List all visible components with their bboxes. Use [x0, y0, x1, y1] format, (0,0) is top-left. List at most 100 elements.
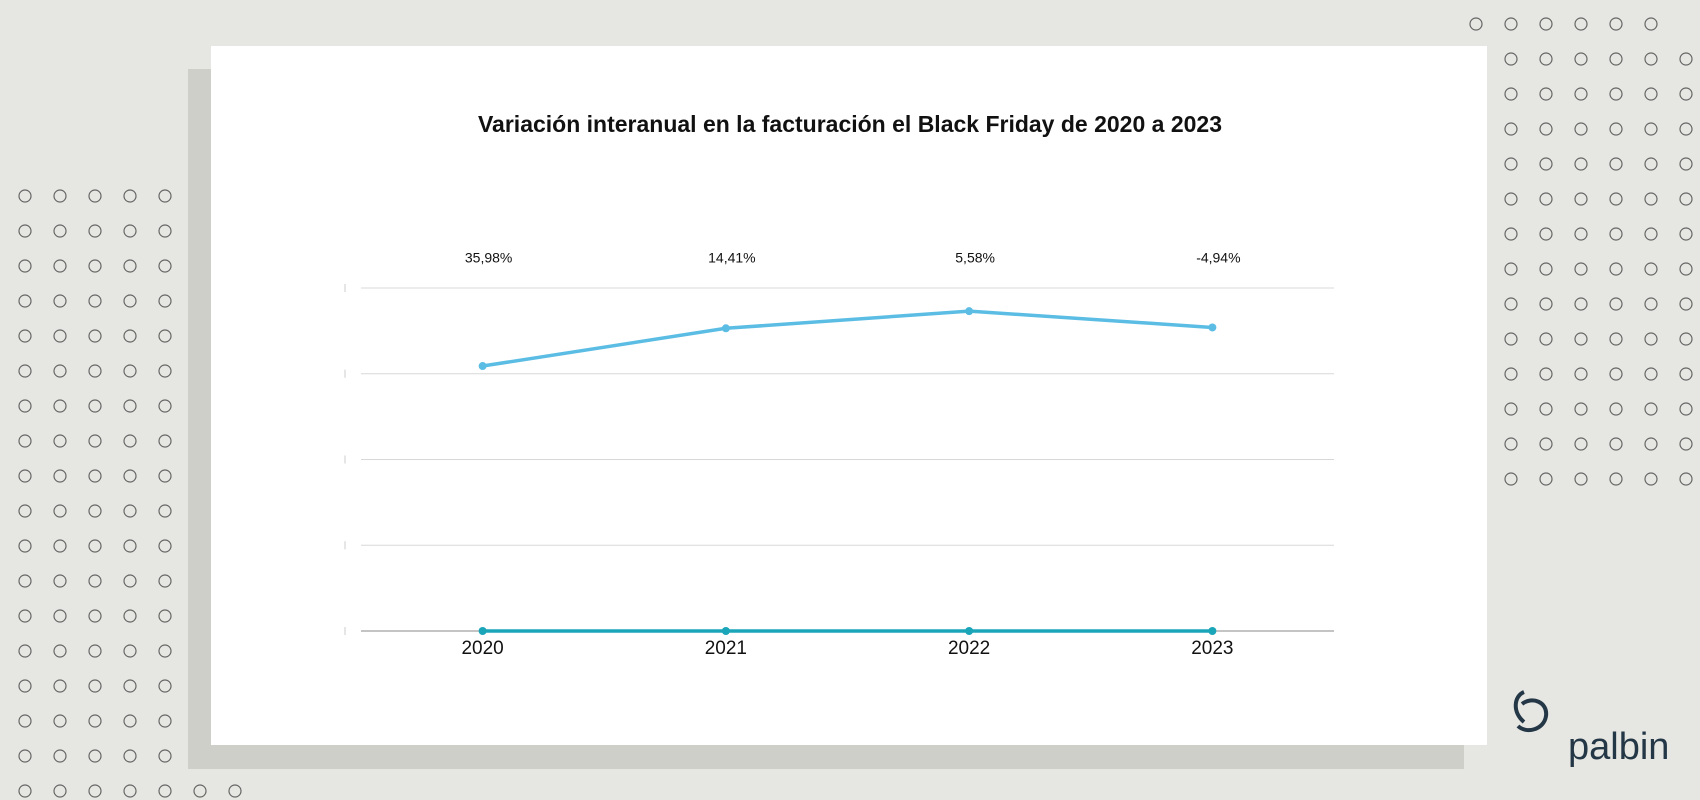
dot — [1504, 192, 1518, 206]
dot — [88, 329, 102, 343]
dot — [158, 189, 172, 203]
dot — [18, 399, 32, 413]
dot — [1644, 157, 1658, 171]
dot — [1504, 87, 1518, 101]
dot — [88, 714, 102, 728]
dot — [88, 434, 102, 448]
dot — [18, 364, 32, 378]
dot — [158, 539, 172, 553]
annotation: 14,41% — [708, 250, 755, 266]
data-point — [478, 362, 487, 371]
dot — [53, 749, 67, 763]
dot — [1469, 17, 1483, 31]
dot — [1679, 52, 1693, 66]
dot — [1574, 367, 1588, 381]
dot — [1574, 17, 1588, 31]
dot — [1504, 157, 1518, 171]
dot — [18, 434, 32, 448]
dot — [18, 574, 32, 588]
decoration-dots — [18, 17, 1693, 798]
dot — [1609, 367, 1623, 381]
data-point — [965, 627, 974, 635]
dot — [1679, 87, 1693, 101]
dot — [1609, 472, 1623, 486]
dot — [18, 224, 32, 238]
dot — [1539, 17, 1553, 31]
dot — [1539, 402, 1553, 416]
dot — [88, 399, 102, 413]
dot — [53, 539, 67, 553]
dot — [1609, 87, 1623, 101]
logo: palbin — [1513, 690, 1669, 768]
annotation: -4,94% — [1196, 250, 1240, 266]
dot — [1609, 297, 1623, 311]
dot — [123, 189, 137, 203]
dot — [123, 224, 137, 238]
dot — [1644, 17, 1658, 31]
dot — [1539, 437, 1553, 451]
dot — [18, 259, 32, 273]
dot — [1504, 122, 1518, 136]
dot — [53, 644, 67, 658]
data-point — [1208, 627, 1217, 635]
dot — [18, 294, 32, 308]
dot — [1504, 402, 1518, 416]
dot — [1574, 472, 1588, 486]
series-line — [482, 309, 1213, 368]
card — [211, 46, 1487, 745]
dot — [1679, 297, 1693, 311]
dot — [123, 504, 137, 518]
dot — [1574, 122, 1588, 136]
dot — [53, 574, 67, 588]
dot — [18, 679, 32, 693]
dot — [53, 224, 67, 238]
dot — [158, 574, 172, 588]
dot — [158, 749, 172, 763]
dot — [1609, 192, 1623, 206]
dot — [123, 329, 137, 343]
dot — [1574, 157, 1588, 171]
dot — [1539, 367, 1553, 381]
dot — [1539, 472, 1553, 486]
dot — [123, 609, 137, 623]
dot — [88, 189, 102, 203]
dot — [1609, 332, 1623, 346]
dot — [193, 784, 207, 798]
dot — [88, 539, 102, 553]
dot — [53, 469, 67, 483]
data-point — [721, 627, 730, 635]
dot — [1539, 332, 1553, 346]
dot — [158, 679, 172, 693]
dot — [1504, 437, 1518, 451]
dot — [158, 364, 172, 378]
dot — [1574, 262, 1588, 276]
dot — [1679, 157, 1693, 171]
dot — [123, 679, 137, 693]
dot — [88, 504, 102, 518]
dot — [1644, 52, 1658, 66]
dot — [158, 784, 172, 798]
dot — [1644, 227, 1658, 241]
dot — [158, 294, 172, 308]
dot — [1679, 472, 1693, 486]
dot — [123, 364, 137, 378]
dot — [1539, 87, 1553, 101]
dot — [1504, 297, 1518, 311]
dot — [123, 399, 137, 413]
dot — [1504, 262, 1518, 276]
dot — [1644, 367, 1658, 381]
dot — [88, 574, 102, 588]
dot — [158, 504, 172, 518]
dot — [53, 399, 67, 413]
dot — [88, 749, 102, 763]
logo-icon — [1513, 690, 1549, 733]
dot — [228, 784, 242, 798]
dot — [1609, 157, 1623, 171]
dot — [1609, 52, 1623, 66]
data-point — [478, 627, 487, 635]
dot — [1609, 262, 1623, 276]
dot — [1644, 122, 1658, 136]
dot — [18, 749, 32, 763]
dot — [123, 714, 137, 728]
